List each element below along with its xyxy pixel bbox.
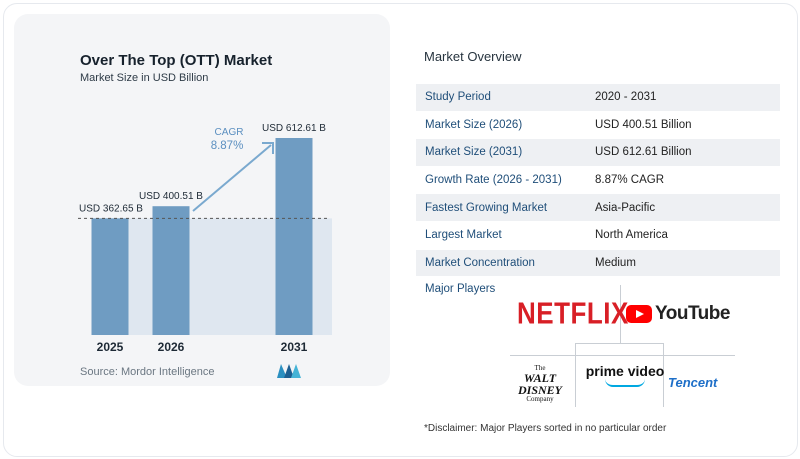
overview-table: Study Period 2020 - 2031 Market Size (2026… — [416, 84, 780, 278]
overview-row-label: Largest Market — [425, 229, 502, 242]
tencent-logo: Tencent — [668, 375, 718, 390]
overview-row: Market Size (2031) USD 612.61 Billion — [416, 139, 780, 167]
overview-row: Market Concentration Medium — [416, 249, 780, 278]
youtube-play-icon — [626, 305, 652, 323]
logo-divider — [510, 355, 735, 356]
bar-2031 — [275, 138, 313, 335]
data-label-2031: USD 612.61 B — [262, 123, 326, 134]
overview-row: Largest Market North America — [416, 221, 780, 250]
overview-row-value: 2020 - 2031 — [595, 91, 657, 104]
disney-logo-mid: WALT DISNEY — [517, 371, 562, 397]
overview-row: Market Size (2026) USD 400.51 Billion — [416, 111, 780, 140]
prime-smile-icon — [605, 379, 645, 387]
netflix-logo: NETFLIX — [517, 295, 629, 332]
overview-row-label: Market Size (2031) — [425, 146, 523, 159]
data-label-2025: USD 362.65 B — [79, 203, 143, 214]
overview-row: Study Period 2020 - 2031 — [416, 84, 780, 112]
disney-logo-bottom: Company — [526, 395, 554, 403]
data-label-2026: USD 400.51 B — [139, 191, 203, 202]
logo-divider — [620, 285, 621, 343]
logo-divider — [575, 343, 576, 407]
chart-title: Over The Top (OTT) Market — [80, 52, 273, 69]
bar-2026 — [152, 206, 190, 335]
mordor-logo-icon — [277, 364, 301, 378]
overview-row-value: 8.87% CAGR — [595, 174, 665, 187]
disney-logo: The WALT DISNEY Company — [510, 365, 570, 403]
youtube-logo: YouTube — [626, 303, 730, 325]
overview-row-value: North America — [595, 229, 668, 242]
cagr-label: CAGR — [215, 127, 244, 138]
overview-row: Fastest Growing Market Asia-Pacific — [416, 194, 780, 222]
youtube-wordmark: YouTube — [655, 303, 730, 324]
overview-row-value: Medium — [595, 256, 636, 269]
overview-row-value: USD 400.51 Billion — [595, 118, 692, 131]
overview-row-label: Fastest Growing Market — [425, 201, 548, 214]
players-logos: NETFLIX YouTube The WALT DISNEY Company … — [510, 285, 735, 410]
overview-title: Market Overview — [424, 49, 522, 64]
x-tick-label-2026: 2026 — [158, 340, 185, 354]
disclaimer: *Disclaimer: Major Players sorted in no … — [424, 423, 667, 434]
source-note: Source: Mordor Intelligence — [80, 366, 215, 378]
disney-logo-top: The — [534, 364, 546, 372]
overview-row-value: USD 612.61 Billion — [595, 146, 692, 159]
major-players-label: Major Players — [425, 283, 496, 295]
logo-divider — [575, 343, 663, 344]
overview-row-label: Market Size (2026) — [425, 118, 523, 131]
logo-divider — [663, 343, 664, 407]
chart-subtitle: Market Size in USD Billion — [80, 72, 209, 84]
cagr-arrow-head — [262, 142, 274, 154]
x-tick-label-2025: 2025 — [97, 340, 124, 354]
overview-row-label: Study Period — [425, 91, 491, 104]
overview-row-value: Asia-Pacific — [595, 201, 656, 214]
x-tick-label-2031: 2031 — [281, 340, 308, 354]
prime-video-wordmark: prime video — [585, 363, 665, 379]
bar-2025 — [91, 218, 129, 335]
cagr-value: 8.87% — [211, 140, 244, 152]
cagr-arrow-line — [192, 144, 272, 212]
overview-row: Growth Rate (2026 - 2031) 8.87% CAGR — [416, 166, 780, 195]
overview-row-label: Growth Rate (2026 - 2031) — [425, 174, 562, 187]
prime-video-logo: prime video — [584, 363, 666, 387]
overview-row-label: Market Concentration — [425, 256, 535, 269]
